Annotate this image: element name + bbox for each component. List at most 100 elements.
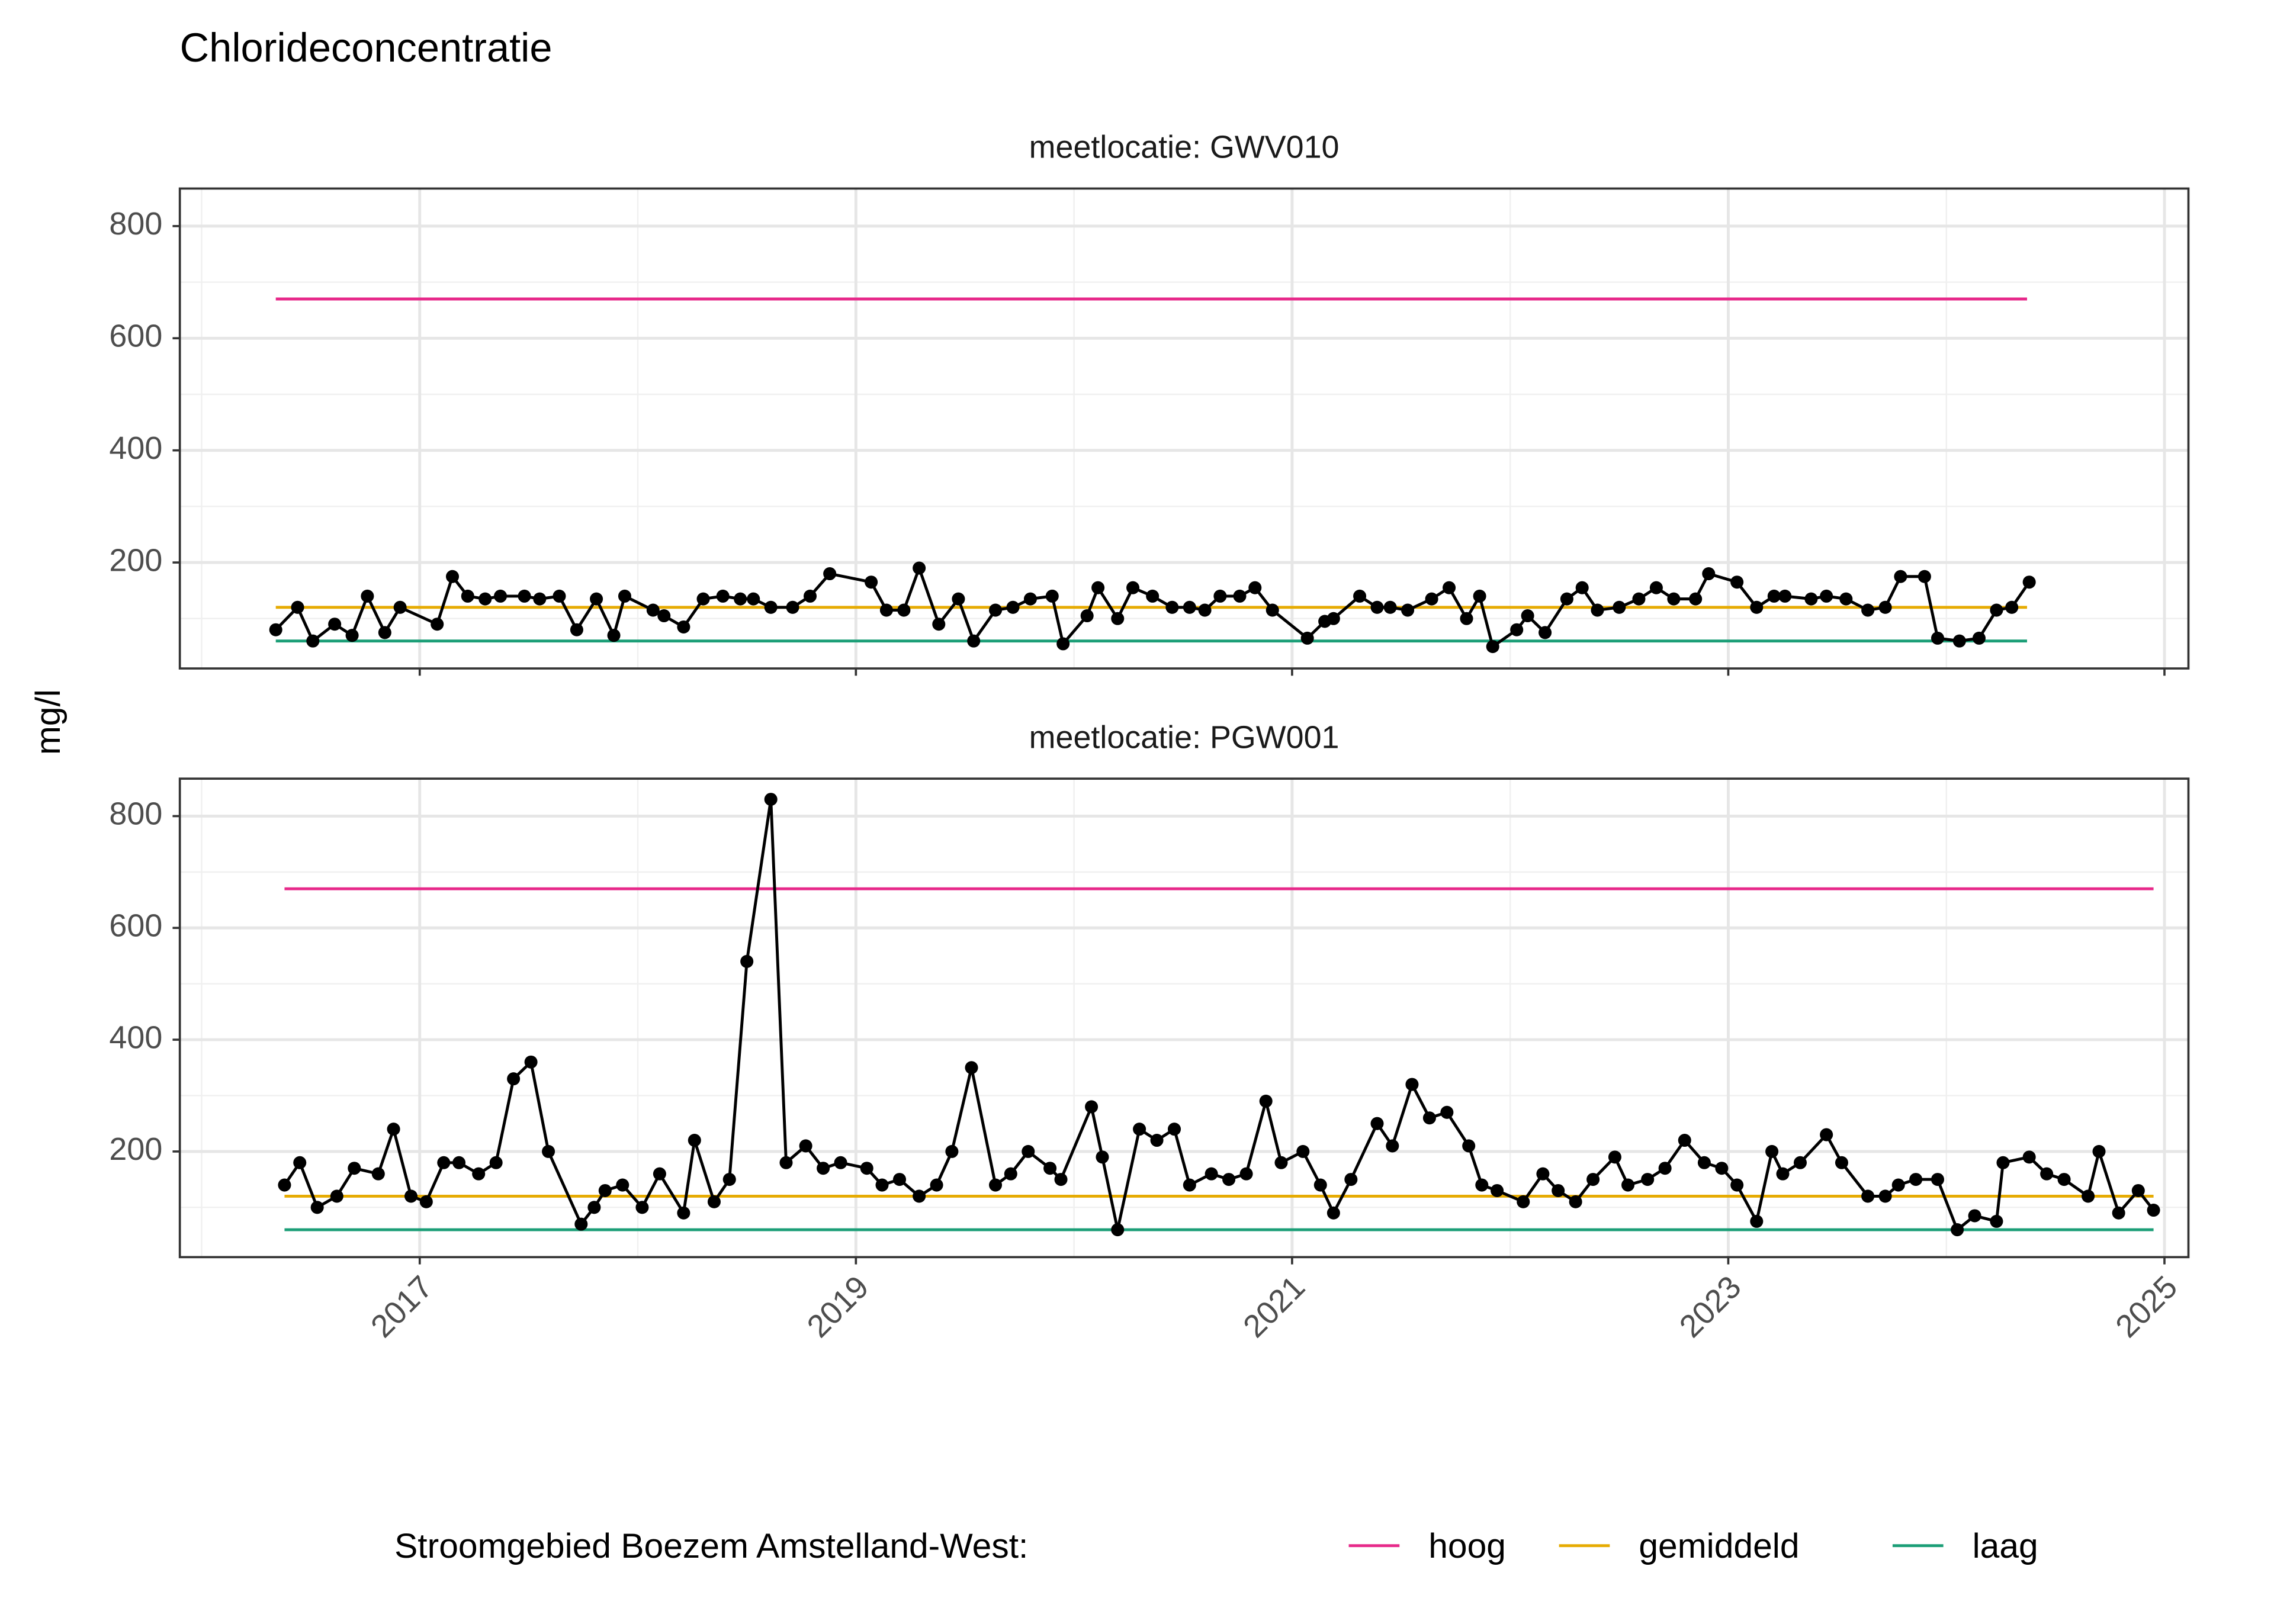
- y-tick-label: 200: [109, 1131, 162, 1167]
- data-point: [764, 600, 778, 614]
- data-point: [2112, 1206, 2125, 1220]
- data-point: [1198, 603, 1212, 617]
- data-point: [387, 1123, 400, 1136]
- legend-label: hoog: [1428, 1527, 1506, 1565]
- data-point: [635, 1201, 649, 1214]
- data-point: [2082, 1189, 2095, 1203]
- data-point: [1894, 570, 1907, 583]
- data-point: [1552, 1184, 1565, 1198]
- data-point: [2131, 1184, 2145, 1198]
- data-point: [875, 1178, 889, 1192]
- data-point: [1517, 1195, 1530, 1208]
- y-tick-label: 800: [109, 206, 162, 242]
- data-point: [1765, 1144, 1779, 1158]
- data-point: [1491, 1184, 1504, 1198]
- data-point: [2005, 600, 2019, 614]
- data-point: [1353, 589, 1367, 603]
- data-point: [1096, 1150, 1109, 1164]
- y-tick-label: 200: [109, 542, 162, 578]
- data-point: [378, 626, 391, 639]
- data-point: [437, 1156, 451, 1169]
- data-point: [361, 589, 374, 603]
- data-point: [696, 592, 710, 606]
- data-point: [1820, 589, 1833, 603]
- data-point: [494, 589, 508, 603]
- data-point: [1861, 1189, 1875, 1203]
- panel-subtitle: meetlocatie: PGW001: [1029, 719, 1340, 755]
- data-point: [1730, 575, 1744, 589]
- y-tick-label: 600: [109, 319, 162, 354]
- data-point: [803, 589, 817, 603]
- data-point: [1632, 592, 1646, 606]
- data-point: [646, 603, 660, 617]
- data-point: [1222, 1173, 1236, 1186]
- data-point: [393, 600, 407, 614]
- data-point: [1022, 1144, 1035, 1158]
- data-point: [306, 634, 320, 648]
- data-point: [1146, 589, 1160, 603]
- data-point: [478, 592, 492, 606]
- data-point: [1133, 1123, 1146, 1136]
- data-point: [574, 1217, 588, 1231]
- data-point: [1539, 626, 1552, 639]
- data-point: [1750, 600, 1764, 614]
- data-point: [1023, 592, 1037, 606]
- data-point: [1702, 567, 1716, 581]
- data-point: [779, 1156, 793, 1169]
- data-point: [1835, 1156, 1848, 1169]
- data-point: [1080, 609, 1094, 623]
- data-point: [1233, 589, 1247, 603]
- data-point: [860, 1162, 873, 1175]
- data-point: [1990, 1214, 2003, 1228]
- panel-border: [178, 187, 2190, 670]
- data-point: [1091, 581, 1105, 594]
- y-tick-label: 800: [109, 796, 162, 832]
- data-point: [764, 793, 778, 806]
- data-point: [1370, 1117, 1384, 1130]
- data-point: [1239, 1167, 1253, 1181]
- data-point: [1667, 592, 1681, 606]
- data-point: [1918, 570, 1931, 583]
- data-point: [1326, 1206, 1340, 1220]
- data-point: [598, 1184, 612, 1198]
- legend-label: gemiddeld: [1639, 1527, 1799, 1565]
- data-point: [1878, 600, 1892, 614]
- data-point: [345, 629, 359, 642]
- data-point: [1839, 592, 1853, 606]
- data-point: [1475, 1178, 1489, 1192]
- data-point: [657, 609, 671, 623]
- data-point: [1111, 1223, 1125, 1237]
- data-point: [677, 620, 690, 633]
- data-point: [1383, 600, 1397, 614]
- data-point: [1804, 592, 1818, 606]
- data-point: [1591, 603, 1604, 617]
- data-point: [1608, 1150, 1621, 1164]
- data-point: [1820, 1128, 1833, 1141]
- data-point: [446, 570, 460, 583]
- data-point: [1569, 1195, 1582, 1208]
- data-point: [1266, 603, 1279, 617]
- data-point: [1462, 1139, 1476, 1153]
- y-axis-label: mg/l: [29, 689, 68, 755]
- data-point: [461, 589, 474, 603]
- data-point: [1510, 623, 1524, 636]
- data-point: [1575, 581, 1589, 594]
- data-point: [1990, 603, 2003, 617]
- data-point: [419, 1195, 433, 1208]
- data-point: [404, 1189, 418, 1203]
- data-point: [1004, 1167, 1017, 1181]
- data-point: [823, 567, 837, 581]
- data-point: [269, 623, 282, 636]
- data-point: [1951, 1223, 1964, 1237]
- data-point: [892, 1173, 907, 1186]
- data-point: [518, 589, 531, 603]
- data-point: [1370, 600, 1384, 614]
- data-point: [965, 1061, 978, 1075]
- data-point: [1440, 1105, 1454, 1119]
- data-point: [1658, 1162, 1672, 1175]
- data-point: [747, 592, 760, 606]
- data-point: [2040, 1167, 2054, 1181]
- data-point: [348, 1162, 361, 1175]
